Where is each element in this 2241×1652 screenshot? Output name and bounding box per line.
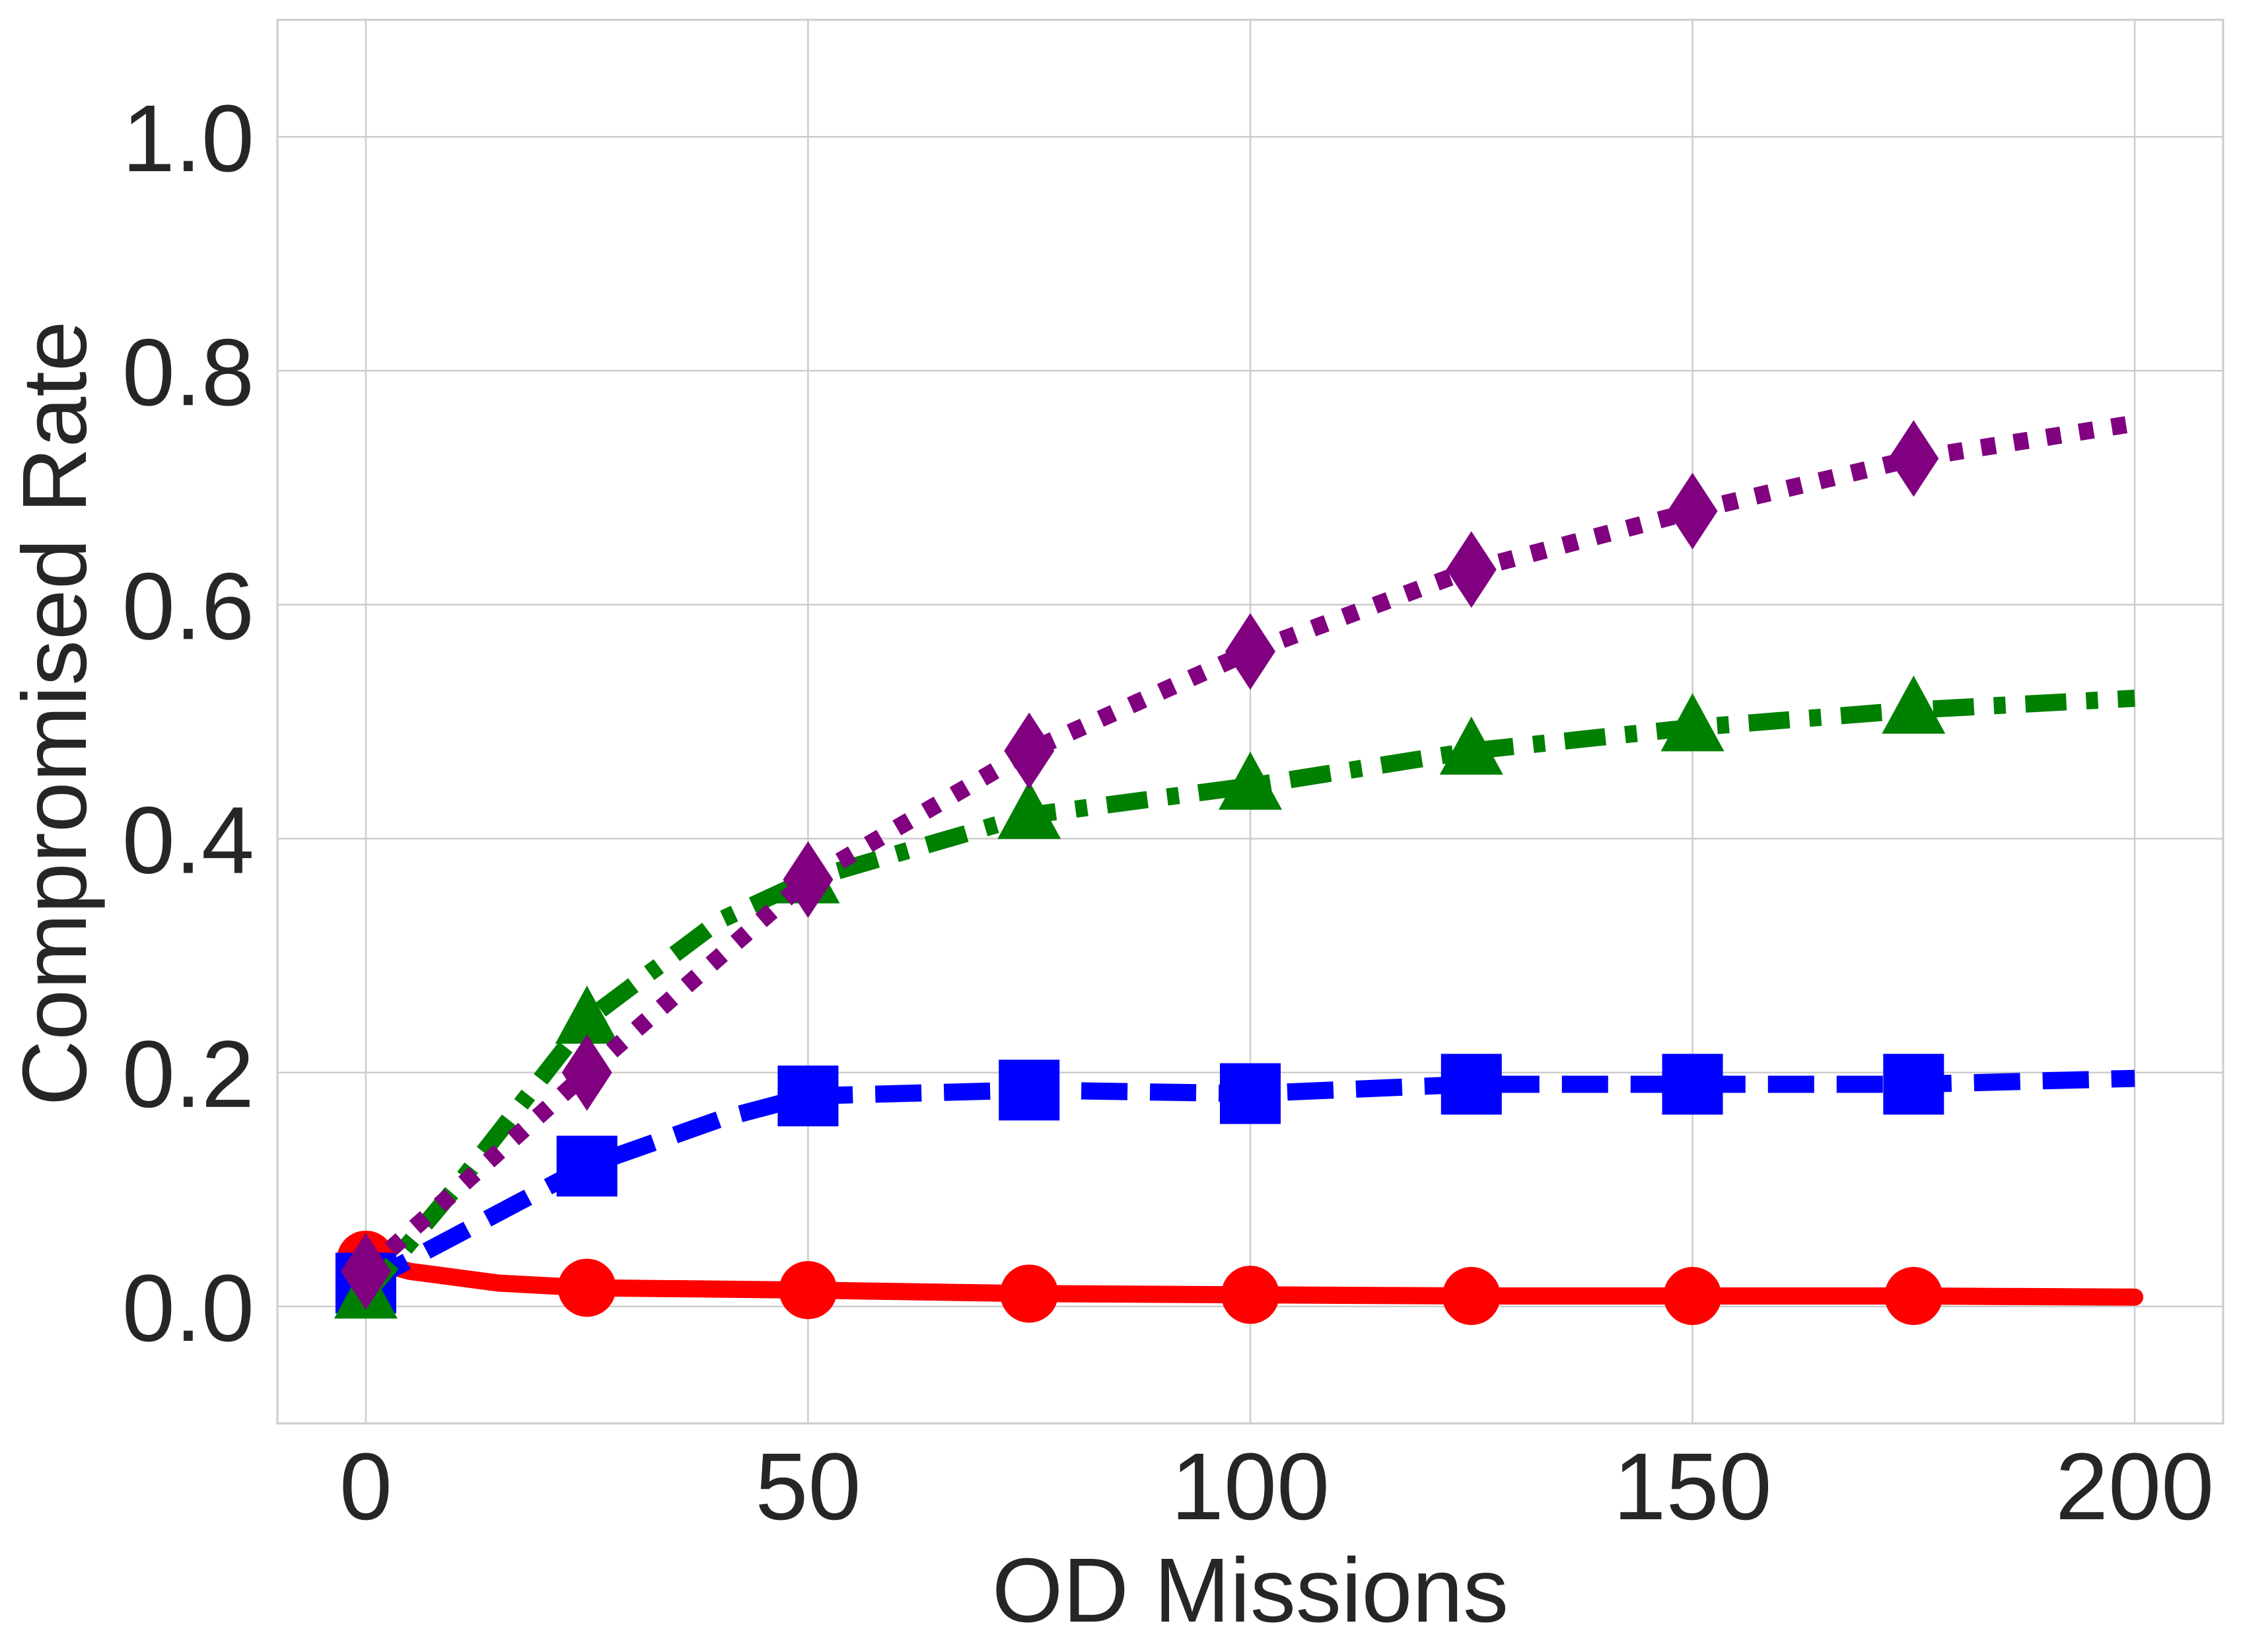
x-axis-ticks: 0 50 100 150 200 <box>339 1433 2214 1540</box>
data-point <box>777 1065 839 1127</box>
data-point <box>1883 1054 1944 1115</box>
y-tick-label: 0.8 <box>122 319 254 425</box>
y-tick-label: 1.0 <box>122 85 254 192</box>
data-point <box>1888 420 1939 497</box>
x-tick-label: 150 <box>1613 1433 1771 1540</box>
series-purple-diamond <box>340 415 2137 1310</box>
data-point <box>1882 675 1946 734</box>
data-point <box>556 1135 618 1197</box>
data-point <box>1441 1054 1502 1115</box>
data-point <box>1884 1266 1943 1325</box>
x-tick-label: 50 <box>755 1433 861 1540</box>
data-point <box>1662 1054 1723 1115</box>
data-point <box>1667 472 1718 550</box>
data-point <box>779 1261 837 1320</box>
data-point <box>557 1258 616 1317</box>
y-tick-label: 0.4 <box>122 787 254 894</box>
y-tick-label: 0.6 <box>122 553 254 659</box>
data-point <box>340 1233 391 1310</box>
x-tick-label: 100 <box>1171 1433 1330 1540</box>
data-point <box>1442 1266 1501 1325</box>
data-point <box>1219 751 1282 810</box>
data-point <box>1221 1266 1279 1324</box>
data-point <box>997 781 1061 840</box>
data-point <box>555 986 619 1044</box>
series-layer <box>334 415 2144 1325</box>
y-axis-label: Compromised Rate <box>4 321 106 1106</box>
data-point <box>1004 712 1055 789</box>
data-point <box>783 841 834 918</box>
data-point <box>1446 531 1497 608</box>
x-tick-label: 0 <box>339 1433 392 1540</box>
y-tick-label: 0.0 <box>122 1255 254 1361</box>
data-point <box>1663 1266 1722 1325</box>
data-point <box>1000 1264 1059 1323</box>
x-tick-label: 200 <box>2055 1433 2214 1540</box>
data-point <box>1225 613 1275 690</box>
data-point <box>1660 693 1725 752</box>
data-point <box>1439 716 1503 775</box>
x-axis-label: OD Missions <box>992 1540 1509 1641</box>
data-point <box>999 1059 1060 1121</box>
y-tick-label: 0.2 <box>122 1021 254 1128</box>
data-point <box>561 1034 612 1111</box>
data-point <box>1220 1063 1281 1124</box>
y-axis-ticks: 0.0 0.2 0.4 0.6 0.8 1.0 <box>122 85 254 1361</box>
plot-frame <box>276 18 2224 1425</box>
